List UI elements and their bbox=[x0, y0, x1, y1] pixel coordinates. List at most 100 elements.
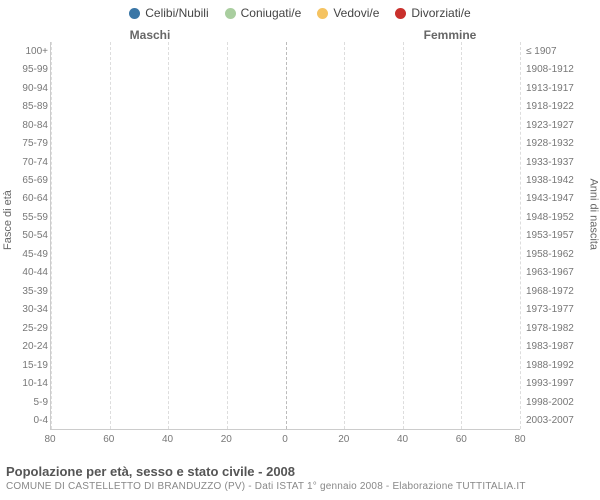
birth-label: 1938-1942 bbox=[526, 171, 574, 189]
age-label: 0-4 bbox=[34, 411, 48, 429]
legend-swatch bbox=[395, 8, 406, 19]
table-row bbox=[51, 392, 520, 410]
legend-label: Divorziati/e bbox=[411, 6, 470, 20]
birth-label: 2003-2007 bbox=[526, 411, 574, 429]
label-male: Maschi bbox=[0, 28, 300, 42]
age-label: 20-24 bbox=[22, 338, 48, 356]
gridline bbox=[520, 42, 521, 429]
legend-swatch bbox=[317, 8, 328, 19]
table-row bbox=[51, 42, 520, 60]
gridline bbox=[51, 42, 52, 429]
chart-footer: Popolazione per età, sesso e stato civil… bbox=[6, 464, 594, 492]
gridline bbox=[110, 42, 111, 429]
table-row bbox=[51, 318, 520, 336]
legend-swatch bbox=[129, 8, 140, 19]
age-group-labels: 100+95-9990-9485-8980-8475-7970-7465-696… bbox=[0, 42, 48, 430]
legend-label: Celibi/Nubili bbox=[145, 6, 208, 20]
legend-label: Vedovi/e bbox=[333, 6, 379, 20]
table-row bbox=[51, 79, 520, 97]
birth-label: 1923-1927 bbox=[526, 116, 574, 134]
age-label: 45-49 bbox=[22, 245, 48, 263]
gridline bbox=[227, 42, 228, 429]
birth-label: 1963-1967 bbox=[526, 264, 574, 282]
age-label: 40-44 bbox=[22, 264, 48, 282]
gridline bbox=[403, 42, 404, 429]
birth-label: 1948-1952 bbox=[526, 208, 574, 226]
x-tick: 80 bbox=[514, 434, 525, 445]
x-tick: 40 bbox=[397, 434, 408, 445]
table-row bbox=[51, 374, 520, 392]
table-row bbox=[51, 226, 520, 244]
age-label: 35-39 bbox=[22, 282, 48, 300]
gridline bbox=[461, 42, 462, 429]
legend-item: Celibi/Nubili bbox=[129, 6, 208, 20]
plot-area bbox=[50, 42, 520, 430]
birth-label: 1983-1987 bbox=[526, 338, 574, 356]
age-label: 100+ bbox=[25, 42, 48, 60]
age-label: 25-29 bbox=[22, 319, 48, 337]
x-tick: 60 bbox=[456, 434, 467, 445]
legend: Celibi/Nubili Coniugati/e Vedovi/e Divorzia… bbox=[0, 0, 600, 20]
birth-year-labels: ≤ 19071908-19121913-19171918-19221923-19… bbox=[522, 42, 600, 430]
x-tick: 0 bbox=[282, 434, 288, 445]
age-label: 30-34 bbox=[22, 301, 48, 319]
table-row bbox=[51, 97, 520, 115]
chart-subtitle: COMUNE DI CASTELLETTO DI BRANDUZZO (PV) … bbox=[6, 481, 594, 492]
birth-label: 1973-1977 bbox=[526, 301, 574, 319]
birth-label: 1928-1932 bbox=[526, 134, 574, 152]
table-row bbox=[51, 134, 520, 152]
age-label: 75-79 bbox=[22, 134, 48, 152]
birth-label: 1953-1957 bbox=[526, 227, 574, 245]
age-label: 15-19 bbox=[22, 356, 48, 374]
table-row bbox=[51, 300, 520, 318]
table-row bbox=[51, 153, 520, 171]
age-label: 85-89 bbox=[22, 97, 48, 115]
x-tick: 20 bbox=[221, 434, 232, 445]
age-label: 80-84 bbox=[22, 116, 48, 134]
birth-label: 1998-2002 bbox=[526, 393, 574, 411]
legend-item: Vedovi/e bbox=[317, 6, 379, 20]
table-row bbox=[51, 116, 520, 134]
age-label: 55-59 bbox=[22, 208, 48, 226]
birth-label: 1933-1937 bbox=[526, 153, 574, 171]
table-row bbox=[51, 410, 520, 428]
age-label: 60-64 bbox=[22, 190, 48, 208]
birth-label: 1958-1962 bbox=[526, 245, 574, 263]
age-label: 95-99 bbox=[22, 60, 48, 78]
table-row bbox=[51, 263, 520, 281]
label-female: Femmine bbox=[300, 28, 600, 42]
table-row bbox=[51, 189, 520, 207]
table-row bbox=[51, 60, 520, 78]
birth-label: 1988-1992 bbox=[526, 356, 574, 374]
x-tick: 20 bbox=[338, 434, 349, 445]
age-label: 70-74 bbox=[22, 153, 48, 171]
legend-item: Coniugati/e bbox=[225, 6, 302, 20]
age-label: 65-69 bbox=[22, 171, 48, 189]
table-row bbox=[51, 337, 520, 355]
age-label: 5-9 bbox=[34, 393, 48, 411]
population-pyramid: Celibi/Nubili Coniugati/e Vedovi/e Divorzia… bbox=[0, 0, 600, 500]
x-tick: 40 bbox=[162, 434, 173, 445]
table-row bbox=[51, 281, 520, 299]
gridline bbox=[344, 42, 345, 429]
birth-label: 1968-1972 bbox=[526, 282, 574, 300]
legend-item: Divorziati/e bbox=[395, 6, 470, 20]
bar-rows bbox=[51, 42, 520, 429]
chart-title: Popolazione per età, sesso e stato civil… bbox=[6, 464, 594, 479]
age-label: 90-94 bbox=[22, 79, 48, 97]
legend-label: Coniugati/e bbox=[241, 6, 302, 20]
x-axis-ticks: 80604020020406080 bbox=[50, 434, 520, 448]
table-row bbox=[51, 171, 520, 189]
birth-label: 1908-1912 bbox=[526, 60, 574, 78]
legend-swatch bbox=[225, 8, 236, 19]
gridline bbox=[168, 42, 169, 429]
birth-label: 1993-1997 bbox=[526, 374, 574, 392]
birth-label: 1918-1922 bbox=[526, 97, 574, 115]
table-row bbox=[51, 208, 520, 226]
x-tick: 60 bbox=[103, 434, 114, 445]
age-label: 50-54 bbox=[22, 227, 48, 245]
birth-label: 1978-1982 bbox=[526, 319, 574, 337]
table-row bbox=[51, 355, 520, 373]
birth-label: 1943-1947 bbox=[526, 190, 574, 208]
x-tick: 80 bbox=[44, 434, 55, 445]
